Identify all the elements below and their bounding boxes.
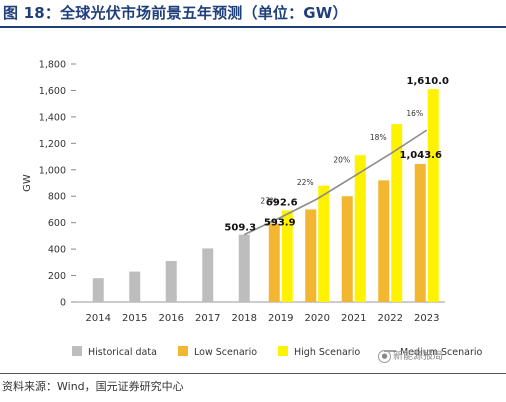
legend-swatch	[72, 346, 82, 356]
bar-historical-2015	[129, 271, 141, 302]
data-label-2023: 1,043.6	[400, 150, 442, 161]
x-tick-label-2023: 2023	[414, 313, 439, 324]
growth-label-2021: 20%	[333, 155, 350, 164]
x-tick-label-2016: 2016	[159, 313, 184, 324]
x-tick-label-2018: 2018	[232, 313, 257, 324]
growth-label-2019: 27%	[260, 196, 277, 205]
y-tick-label: 1,400	[39, 112, 66, 123]
wechat-icon: ●	[378, 349, 391, 363]
legend-swatch	[178, 346, 188, 356]
bar-high-2022	[391, 124, 403, 303]
x-tick-label-2022: 2022	[378, 313, 403, 324]
growth-label-2022: 18%	[370, 133, 387, 142]
bar-high-2020	[318, 185, 330, 302]
x-tick-label-2019: 2019	[268, 313, 293, 324]
legend-swatch	[278, 346, 288, 356]
bar-low-2021	[341, 196, 353, 302]
x-tick-label-2017: 2017	[195, 313, 220, 324]
growth-label-2020: 22%	[297, 178, 314, 187]
y-tick-label: 1,000	[39, 165, 66, 176]
legend-label: Historical data	[88, 347, 157, 358]
legend-label: Low Scenario	[194, 347, 257, 358]
bar-low-2023	[414, 164, 426, 302]
bar-low-2022	[378, 180, 390, 302]
chart-area: 0 200 400 600 800 1,000 1,200 1,400 1,600 1,800 GW…	[0, 30, 506, 370]
bar-low-2020	[305, 209, 317, 302]
watermark: ● 新能源报局	[378, 347, 443, 363]
bar-historical-2016	[165, 261, 177, 302]
y-tick-label: 1,600	[39, 86, 66, 97]
bar-historical-2017	[202, 248, 214, 302]
data-label-2023: 1,610.0	[407, 76, 449, 87]
y-tick-label: 600	[48, 218, 66, 229]
growth-label-2023: 16%	[406, 109, 423, 118]
line-medium-scenario	[243, 129, 428, 236]
y-tick-label: 400	[48, 245, 66, 256]
bar-high-2023	[427, 89, 439, 302]
data-label-2018: 509.3	[224, 223, 256, 234]
bar-historical-2014	[92, 278, 104, 302]
data-label-2019: 692.6	[266, 197, 298, 208]
figure-title: 图 18：全球光伏市场前景五年预测（单位：GW）	[3, 4, 348, 22]
y-tick-label: 1,800	[39, 60, 66, 71]
x-tick-label-2015: 2015	[122, 313, 147, 324]
bar-chart: 0 200 400 600 800 1,000 1,200 1,400 1,600 1,800 GW…	[22, 60, 482, 359]
legend-label: Medium Scenario	[400, 347, 482, 358]
bar-low-2019	[268, 223, 280, 302]
bar-high-2021	[354, 155, 366, 302]
bottom-rule	[0, 373, 506, 374]
watermark-text: 新能源报局	[393, 351, 443, 362]
y-tick-label: 0	[60, 298, 66, 309]
x-tick-label-2021: 2021	[341, 313, 366, 324]
bar-historical-2018	[238, 234, 250, 302]
legend-label: High Scenario	[294, 347, 360, 358]
x-tick-label-2020: 2020	[305, 313, 330, 324]
x-tick-label-2014: 2014	[86, 313, 111, 324]
y-tick-label: 200	[48, 271, 66, 282]
y-tick-label: 1,200	[39, 139, 66, 150]
y-tick-label: 800	[48, 192, 66, 203]
bar-high-2019	[281, 210, 293, 302]
y-axis-label: GW	[22, 174, 33, 192]
title-rule	[0, 26, 506, 28]
source-note: 资料来源：Wind，国元证券研究中心	[2, 380, 184, 393]
data-label-2019: 593.9	[264, 217, 296, 228]
